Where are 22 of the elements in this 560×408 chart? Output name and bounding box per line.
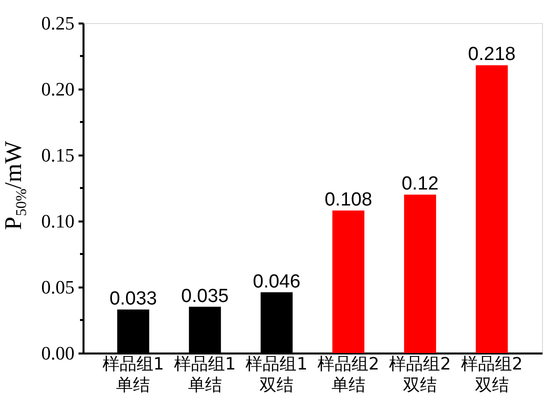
data-label: 0.218 xyxy=(468,44,516,66)
x-tick-label: 样品组1 单结 xyxy=(174,354,236,396)
bar xyxy=(476,65,508,353)
data-label: 0.046 xyxy=(252,271,300,292)
x-tick-label: 样品组1 单结 xyxy=(102,354,164,396)
y-tick-label: 0.15 xyxy=(41,146,74,166)
data-label: 0.12 xyxy=(402,174,439,195)
data-label: 0.033 xyxy=(109,288,157,310)
y-tick-label: 0.00 xyxy=(41,344,74,364)
data-label: 0.035 xyxy=(181,286,229,307)
data-label: 0.108 xyxy=(324,189,372,210)
y-tick-label: 0.25 xyxy=(41,14,74,34)
x-tick-label: 样品组2 单结 xyxy=(317,354,380,396)
y-tick-label: 0.20 xyxy=(41,80,74,100)
x-tick-label: 样品组2 双结 xyxy=(460,354,523,396)
x-tick-label: 样品组1 双结 xyxy=(246,354,308,396)
bar xyxy=(332,210,364,353)
x-tick-label: 样品组2 双结 xyxy=(389,354,451,396)
y-tick-label: 0.10 xyxy=(41,212,74,232)
y-tick-label: 0.05 xyxy=(41,278,74,298)
bar xyxy=(404,194,436,353)
y-axis-title: P50%/mW xyxy=(1,140,30,230)
